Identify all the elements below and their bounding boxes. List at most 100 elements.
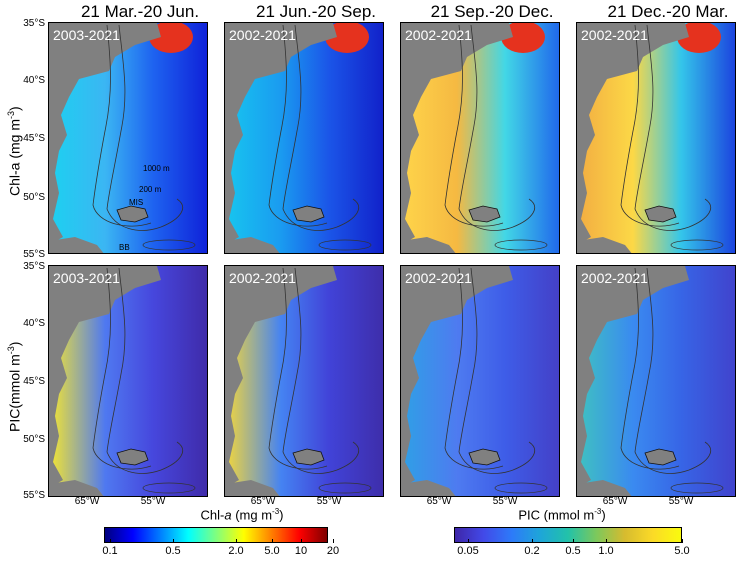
chl-tick-label: 0.1 [102,545,118,557]
lat-tick-50-row2: 50°S [23,434,45,445]
land-south-america [49,23,161,245]
plata-plume [325,23,369,53]
label-contour-200: 200 m [139,185,162,194]
land-tierra-del-fuego [225,237,280,253]
period-label-pic-col1: 2003-2021 [53,270,120,286]
map-panel-pic-col3: 2002-2021 [400,265,560,497]
map-panel-chl-col4: 2002-2021 [576,22,736,254]
isobath-200m [268,24,328,227]
lon-tick-55w-col4: 55°W [668,496,694,507]
land-malvinas [116,448,149,466]
burdwood-bank-contour [318,239,372,251]
map-svg-pic-col4 [577,266,735,496]
isobath-200m [620,24,680,227]
chl-tick-label: 20 [326,545,340,557]
map-panel-chl-col3: 2002-2021 [400,22,560,254]
column-title-4: 21 Dec.-20 Mar. [607,2,729,21]
isobath-200m [268,267,328,470]
land-south-america [225,266,337,488]
label-mis: MIS [129,198,143,207]
isobath-1000m [458,267,535,474]
isobath-200m [444,267,504,470]
isobath-200m [620,267,680,470]
column-title-2: 21 Jun.-20 Sep. [255,2,377,21]
isobath-1000m [106,267,183,474]
land-south-america [577,266,689,488]
chl-tickmark [236,539,237,543]
land-malvinas [116,205,149,223]
land-malvinas [644,448,677,466]
land-south-america [401,23,513,245]
pic-tick-label: 1.0 [598,545,614,557]
burdwood-bank-contour [142,239,196,251]
plata-plume [501,23,545,53]
period-label-chl-col1: 2003-2021 [53,27,120,43]
map-svg-chl-col2 [225,23,383,253]
burdwood-bank-contour [670,239,724,251]
land-tierra-del-fuego [401,480,456,496]
lon-tick-55w-col1: 55°W [140,496,166,507]
map-svg-chl-col4 [577,23,735,253]
isobath-1000m [282,24,359,231]
row-label-chl: Chl-a (mg m-3) [6,106,23,196]
pic-tickmark [573,539,574,543]
plata-plume [149,23,193,53]
land-tierra-del-fuego [49,480,104,496]
land-south-america [577,23,689,245]
burdwood-bank-contour [494,239,548,251]
column-title-3: 21 Sep.-20 Dec. [430,2,554,21]
land-malvinas [292,448,325,466]
isobath-1000m [282,267,359,474]
lat-tick-35-row1: 35°S [23,18,45,29]
lon-tick-55w-col3: 55°W [492,496,518,507]
lat-tick-55-row2: 55°S [23,490,45,501]
burdwood-bank-contour [142,482,196,494]
lon-tick-65w-col3: 65°W [426,496,452,507]
land-tierra-del-fuego [49,237,104,253]
map-panel-pic-col4: 2002-2021 [576,265,736,497]
period-label-pic-col3: 2002-2021 [405,270,472,286]
burdwood-bank-contour [670,482,724,494]
lat-tick-45-row1: 45°S [23,133,45,144]
lat-tick-55-row1: 55°S [23,249,45,260]
isobath-1000m [106,24,183,231]
period-label-chl-col4: 2002-2021 [581,27,648,43]
chl-colorbar-label: Chl-a (mg m-3) [200,507,284,523]
lon-tick-65w-col2: 65°W [250,496,276,507]
isobath-1000m [634,24,711,231]
pic-tick-label: 0.2 [524,545,540,557]
lon-tick-65w-col1: 65°W [74,496,100,507]
chl-tick-label: 10 [294,545,308,557]
plata-plume [677,23,721,53]
land-tierra-del-fuego [401,237,456,253]
period-label-pic-col4: 2002-2021 [581,270,648,286]
period-label-pic-col2: 2002-2021 [229,270,296,286]
lat-tick-40-row2: 40°S [23,318,45,329]
pic-colorbar-label: PIC (mmol m-3) [518,507,606,523]
land-malvinas [292,205,325,223]
pic-tickmark [468,539,469,543]
pic-tickmark [532,539,533,543]
label-bb: BB [119,243,130,252]
map-panel-chl-col2: 2002-2021 [224,22,384,254]
map-svg-chl-col3 [401,23,559,253]
map-svg-pic-col3 [401,266,559,496]
land-south-america [225,23,337,245]
chl-tickmark [333,539,334,543]
pic-tick-label: 0.5 [565,545,581,557]
isobath-1000m [634,267,711,474]
isobath-200m [92,267,152,470]
land-tierra-del-fuego [577,480,632,496]
pic-tickmark [682,539,683,543]
label-contour-1000: 1000 m [143,164,170,173]
chl-colorbar [104,527,328,543]
chl-tick-label: 0.5 [165,545,181,557]
chl-tickmark [110,539,111,543]
land-south-america [401,266,513,488]
pic-tickmark [606,539,607,543]
land-malvinas [468,205,501,223]
chl-tickmark [173,539,174,543]
lat-tick-40-row1: 40°S [23,75,45,86]
period-label-chl-col2: 2002-2021 [229,27,296,43]
chl-tickmark [272,539,273,543]
